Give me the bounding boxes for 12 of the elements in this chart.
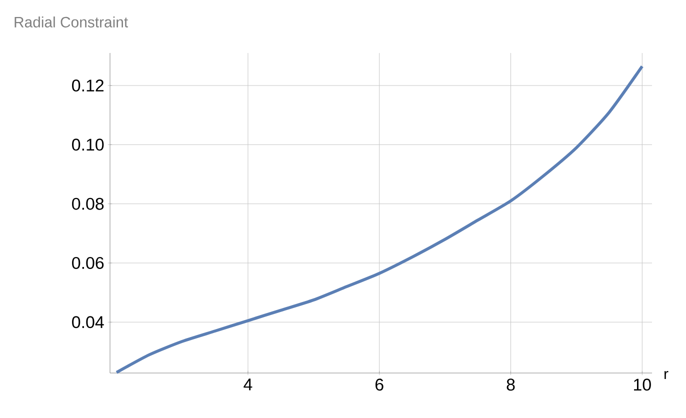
x-tick-label: 4 xyxy=(244,378,252,390)
y-tick-label: 0.10 xyxy=(72,138,104,151)
y-tick-label: 0.06 xyxy=(72,256,104,269)
x-axis-title: r xyxy=(664,370,668,380)
y-tick-label: 0.12 xyxy=(72,80,104,92)
y-axis-title: Radial Constraint xyxy=(14,16,128,28)
y-tick-label: 0.08 xyxy=(72,198,104,210)
x-tick-label: 8 xyxy=(506,378,515,391)
x-tick-label: 10 xyxy=(634,378,651,391)
line-series xyxy=(115,64,644,374)
x-tick-label: 6 xyxy=(376,378,384,391)
y-tick-label: 0.04 xyxy=(72,316,104,328)
